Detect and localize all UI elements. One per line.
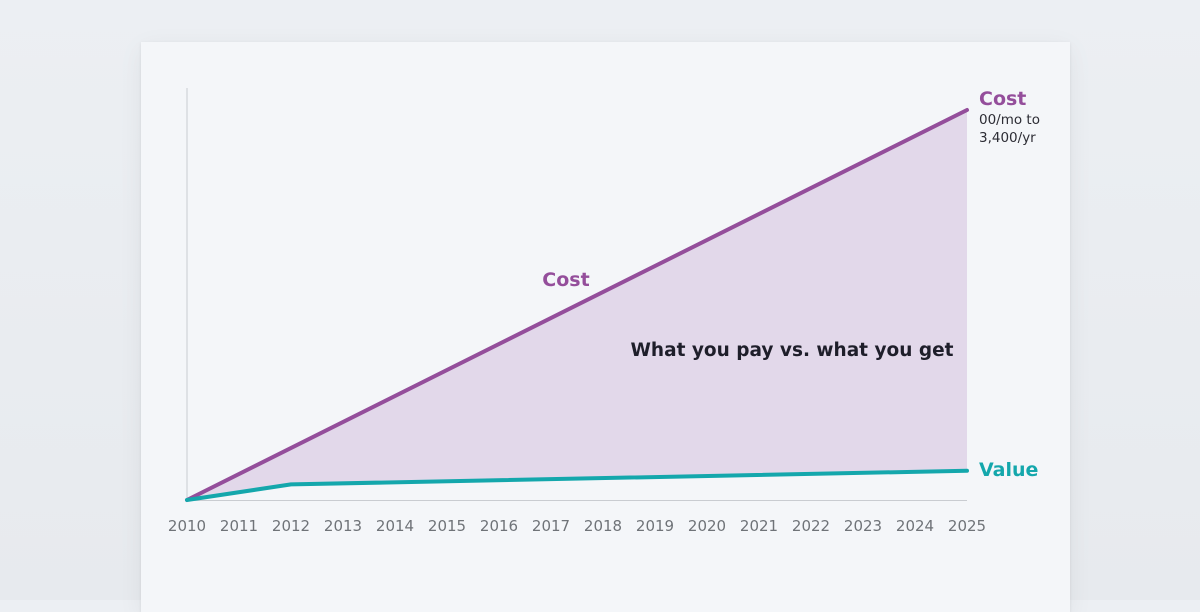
- x-tick-label: 2024: [896, 517, 934, 535]
- cost-end-note-line1: 00/mo to: [979, 112, 1040, 128]
- x-tick-label: 2012: [272, 517, 310, 535]
- x-tick-label: 2017: [532, 517, 570, 535]
- x-tick-label: 2014: [376, 517, 414, 535]
- x-tick-labels: 2010 2011 2012 2013 2014 2015 2016 2017 2018 2019…: [168, 517, 986, 535]
- x-tick-label: 2015: [428, 517, 466, 535]
- x-tick-label: 2013: [324, 517, 362, 535]
- x-tick-label: 2011: [220, 517, 258, 535]
- cost-end-note-line2: 3,400/yr: [979, 130, 1036, 146]
- value-series-line: [185, 468, 969, 502]
- value-end-title: Value: [979, 459, 1038, 481]
- cost-end-title: Cost: [979, 88, 1026, 110]
- cost-series-line: [185, 108, 969, 502]
- x-tick-label: 2025: [948, 517, 986, 535]
- x-tick-label: 2021: [740, 517, 778, 535]
- x-tick-label: 2010: [168, 517, 206, 535]
- x-tick-label: 2019: [636, 517, 674, 535]
- x-tick-label: 2016: [480, 517, 518, 535]
- x-tick-label: 2018: [584, 517, 622, 535]
- cost-line-label: Cost: [542, 269, 589, 291]
- center-annotation: What you pay vs. what you get: [631, 340, 954, 361]
- x-tick-label: 2023: [844, 517, 882, 535]
- series-layer: [185, 108, 969, 502]
- x-tick-label: 2020: [688, 517, 726, 535]
- x-tick-label: 2022: [792, 517, 830, 535]
